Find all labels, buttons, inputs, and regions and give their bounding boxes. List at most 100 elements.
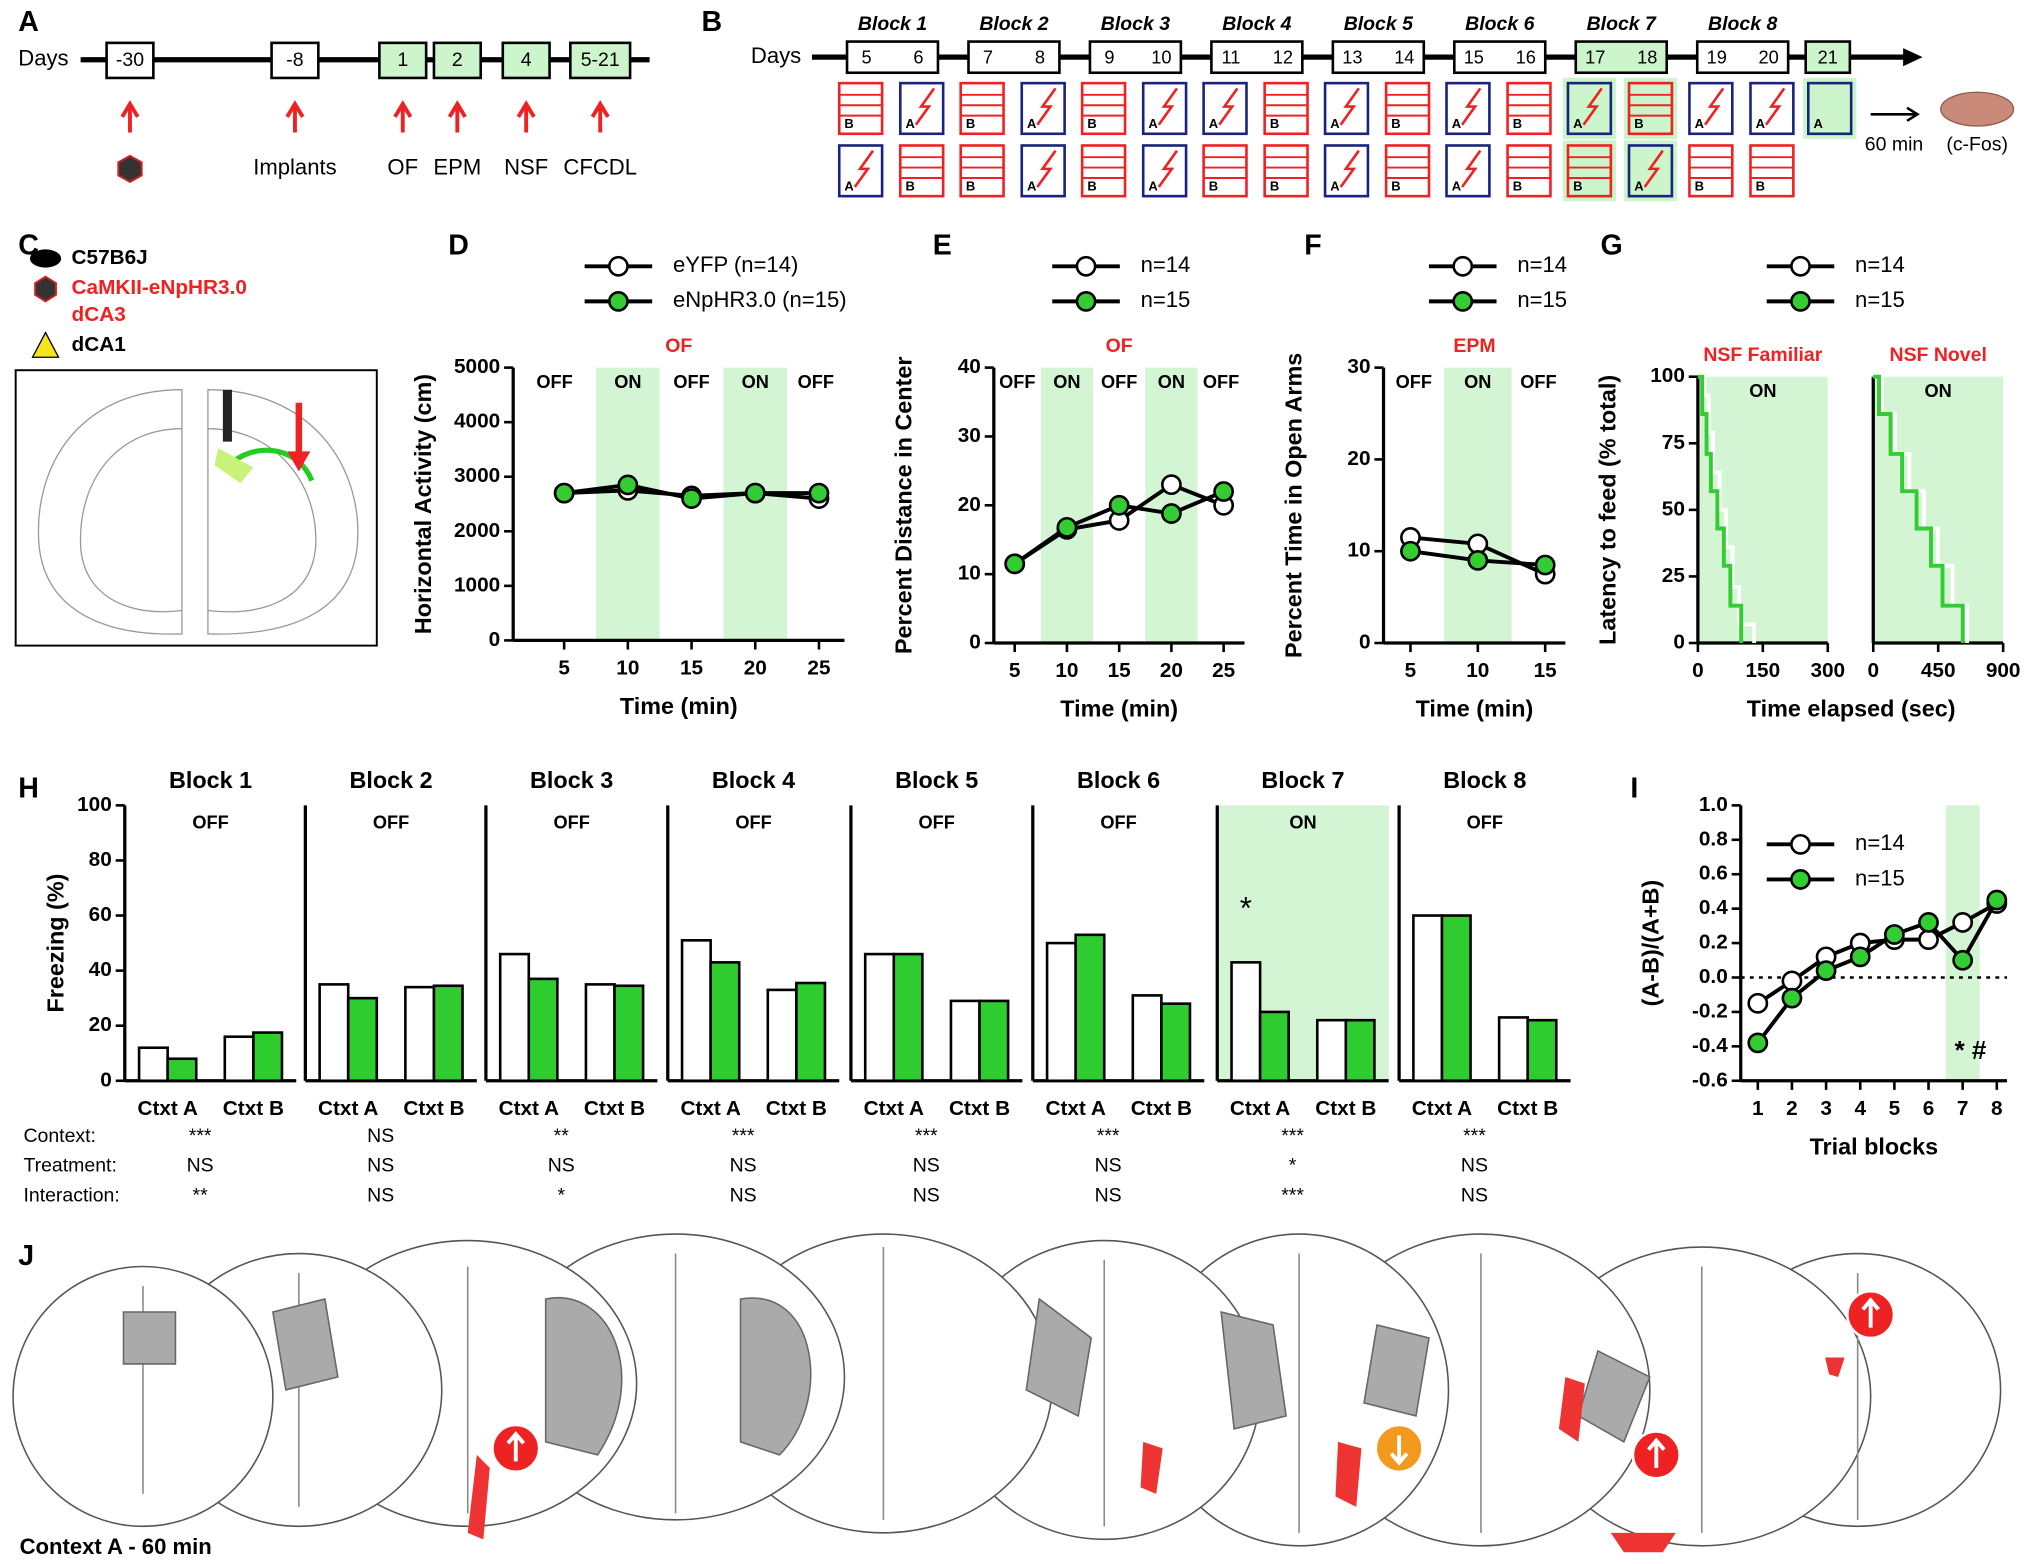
x-tick-label: Ctxt A	[1045, 1097, 1105, 1120]
brain-sketch	[14, 369, 378, 647]
bar	[949, 999, 981, 1083]
y-tick-label: 4000	[454, 410, 500, 433]
x-tick-label: 4	[1854, 1097, 1866, 1120]
bar	[318, 983, 350, 1083]
y-tick-label: 80	[89, 848, 112, 871]
context-box	[1263, 144, 1309, 198]
block-box	[1088, 40, 1183, 75]
x-tick-label: 20	[744, 656, 767, 679]
day-label: 6	[913, 47, 923, 67]
legend-label: n=14	[1855, 830, 1905, 855]
y-tick-label: 3000	[454, 464, 500, 487]
event-arrow	[516, 100, 536, 133]
context-letter: A	[905, 116, 915, 131]
x-tick-label: 2	[1786, 1097, 1798, 1120]
x-tick-label: Ctxt B	[949, 1097, 1010, 1120]
data-point	[1213, 481, 1235, 502]
x-tick-label: 15	[680, 656, 703, 679]
event-label: Implants	[253, 155, 336, 180]
shock-icon	[914, 87, 936, 126]
wait-label: 60 min	[1865, 134, 1923, 156]
stats-value: NS	[1095, 1185, 1122, 1207]
stats-value: **	[193, 1185, 209, 1207]
day-label: 15	[1464, 47, 1484, 67]
data-point	[1952, 949, 1974, 971]
y-tick-label: 60	[89, 903, 112, 926]
period-label: OFF	[673, 372, 709, 392]
bar	[137, 1046, 169, 1083]
bar	[863, 952, 896, 1083]
timeline-label: Days	[18, 46, 68, 71]
stats-value: NS	[367, 1125, 394, 1147]
x-tick-label: Ctxt B	[584, 1097, 645, 1120]
step-line	[1697, 374, 1744, 644]
block-box	[1210, 40, 1304, 75]
block-title: Block 6	[1465, 13, 1534, 35]
day-box	[569, 41, 632, 80]
context-box	[1080, 81, 1127, 136]
y-tick-label: 100	[1650, 364, 1685, 387]
period-label: OFF	[536, 372, 572, 392]
y-tick-label: 10	[1347, 539, 1370, 562]
day-label: 16	[1516, 47, 1536, 67]
data-point	[1400, 540, 1421, 562]
context-letter: A	[1330, 178, 1340, 193]
context-box	[959, 144, 1005, 198]
day-box	[105, 41, 155, 80]
bar	[223, 1035, 255, 1083]
context-stripes	[1386, 93, 1429, 117]
legend-label: n=15	[1855, 865, 1905, 890]
context-box	[1080, 144, 1127, 198]
context-stripes	[1629, 93, 1672, 117]
data-point	[1747, 1032, 1769, 1054]
period-label: OFF	[1101, 372, 1137, 392]
context-letter: B	[1513, 178, 1522, 193]
period-label: ON	[1053, 372, 1080, 392]
bar	[252, 1031, 284, 1083]
x-tick-label: 25	[807, 656, 830, 679]
context-box	[959, 81, 1005, 136]
y-tick-label: 40	[89, 958, 112, 981]
legend-marker	[1790, 869, 1811, 890]
event-label: EPM	[433, 155, 481, 180]
x-tick-label: 8	[1991, 1097, 2003, 1120]
y-tick-label: 5000	[454, 355, 500, 378]
context-letter: B	[1573, 178, 1582, 193]
chart-title: Block 7	[1261, 767, 1344, 793]
brain-icon	[1940, 91, 2015, 127]
block-box	[1453, 40, 1547, 75]
x-tick-label: 10	[616, 656, 639, 679]
event-label: OF	[387, 155, 418, 180]
legend-label: eNpHR3.0 (n=15)	[673, 287, 847, 312]
y-tick-label: 2000	[454, 519, 500, 542]
day-label: 7	[983, 47, 993, 67]
period-label: OFF	[798, 372, 834, 392]
day-label: 14	[1394, 47, 1414, 67]
data-point	[1849, 946, 1871, 968]
annotation: OFF	[192, 812, 228, 832]
legend-marker	[608, 255, 629, 277]
chart-title: Block 5	[895, 767, 978, 793]
stats-value: ***	[189, 1125, 212, 1147]
context-box	[1566, 144, 1613, 198]
data-point	[553, 482, 575, 504]
annotation: OFF	[373, 812, 409, 832]
shock-icon	[1643, 149, 1664, 188]
stats-value: NS	[730, 1185, 757, 1207]
x-tick-label: 0	[1692, 659, 1704, 682]
context-letter: A	[1027, 116, 1037, 131]
context-letter: B	[1270, 116, 1279, 131]
y-axis-label: Percent Distance in Center	[891, 357, 917, 654]
legend-marker	[1790, 255, 1811, 277]
day-label: 19	[1707, 47, 1727, 67]
context-letter: B	[1391, 116, 1400, 131]
x-axis-label: Time elapsed (sec)	[1747, 696, 1956, 722]
block-title: Block 3	[1101, 13, 1170, 35]
context-box	[1806, 81, 1853, 136]
x-axis-label: Time (min)	[620, 693, 738, 719]
bar	[795, 981, 827, 1083]
stats-value: ***	[1463, 1125, 1486, 1147]
virus-icon	[117, 154, 143, 183]
block-box	[845, 40, 940, 75]
context-stripes	[1689, 156, 1733, 179]
